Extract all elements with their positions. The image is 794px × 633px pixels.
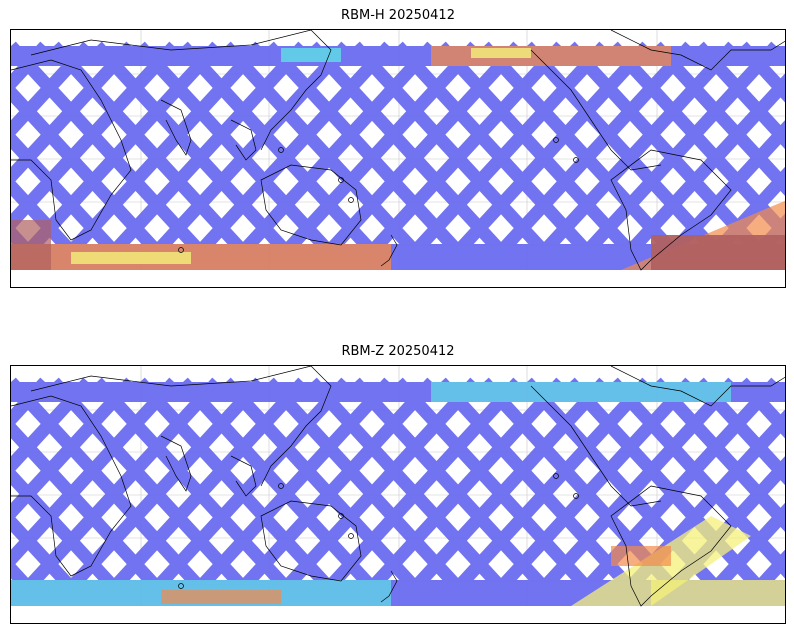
map-canvas-rbm-z [11, 366, 785, 623]
map-canvas-rbm-h [11, 30, 785, 287]
coastlines [11, 30, 785, 271]
anomaly-regions [11, 46, 785, 270]
panel-title-rbm-h: RBM-H 20250412 [341, 8, 455, 23]
map-panel-rbm-h [10, 29, 786, 288]
anomaly-regions [11, 382, 785, 606]
panel-title-rbm-z: RBM-Z 20250412 [341, 344, 455, 359]
coastlines [11, 366, 785, 607]
map-panel-rbm-z [10, 365, 786, 624]
